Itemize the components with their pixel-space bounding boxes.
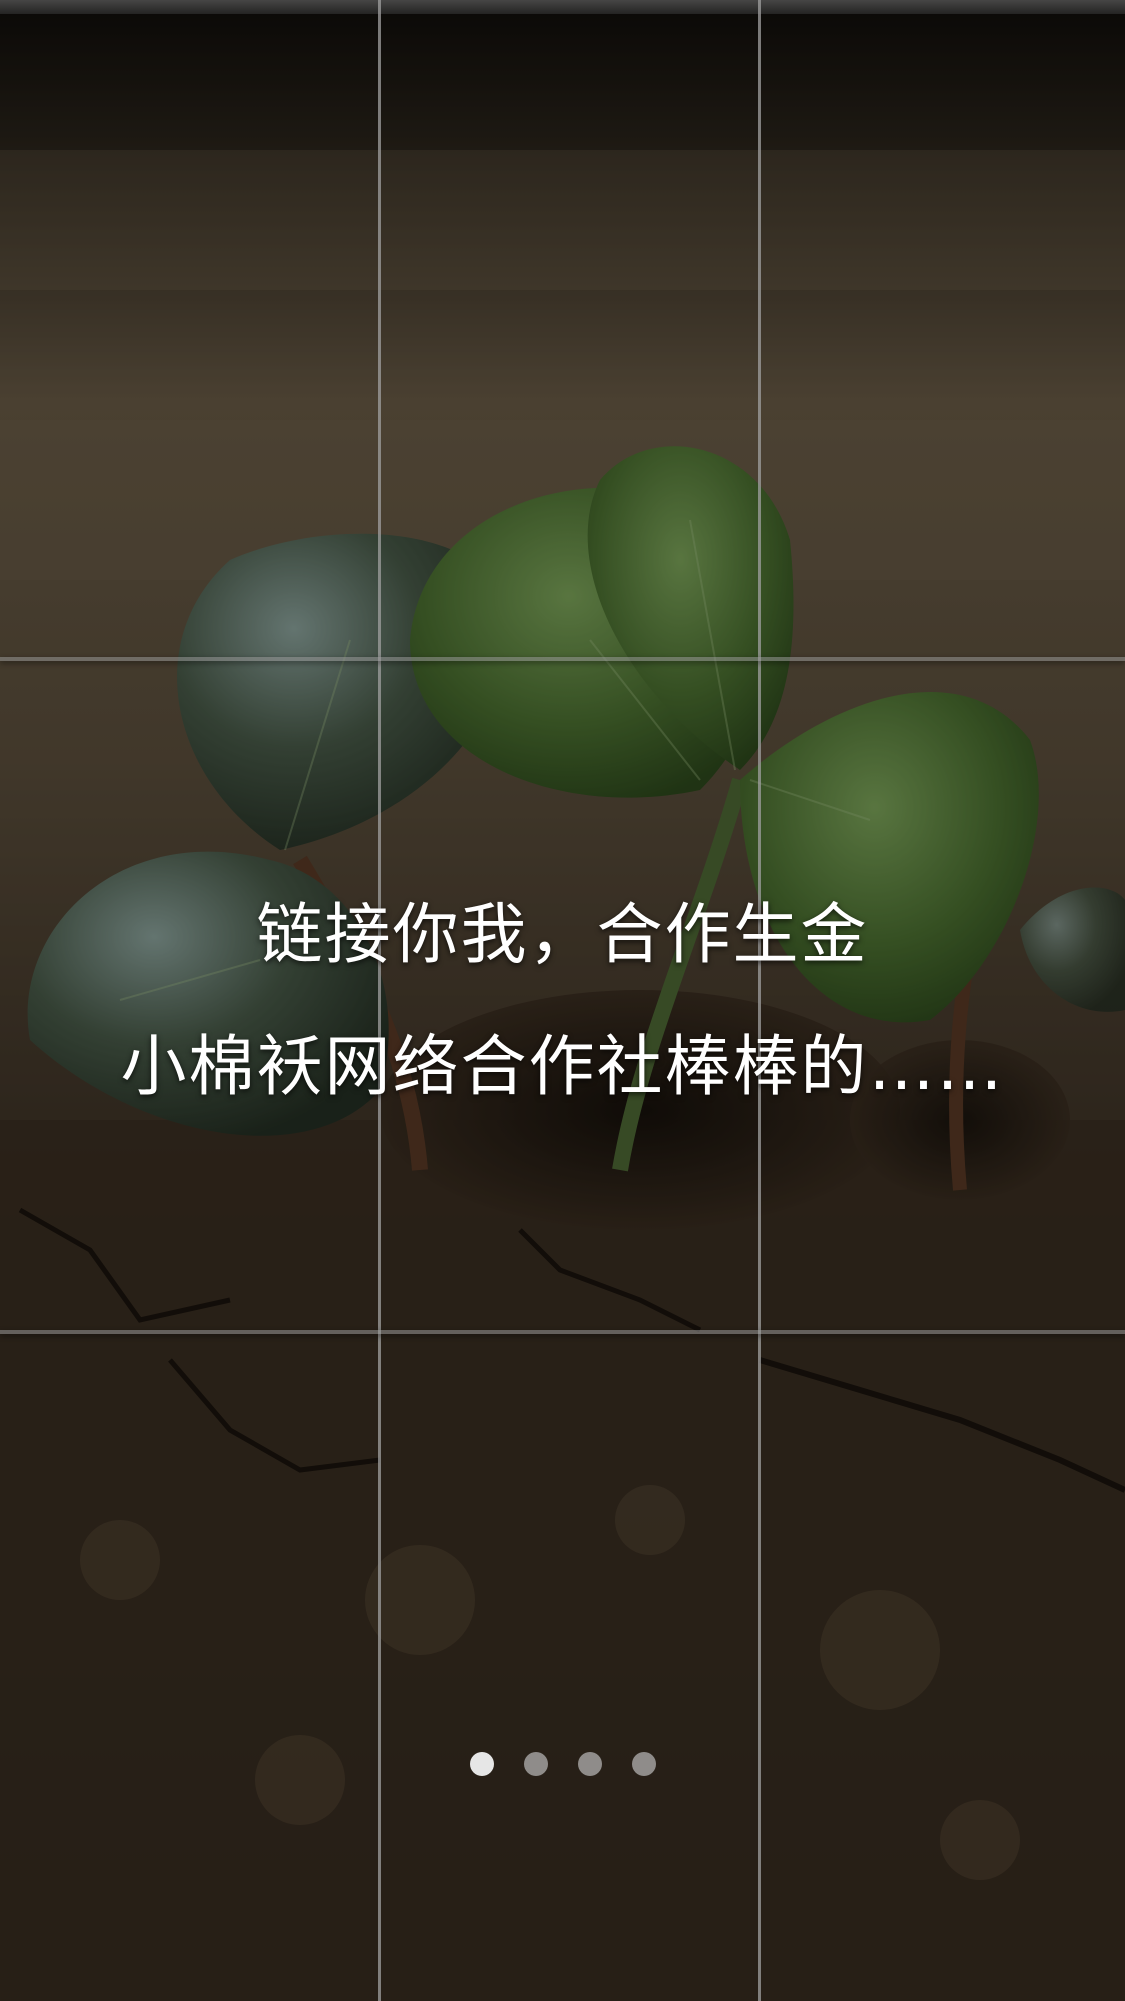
grid-divider-horizontal <box>0 657 1125 661</box>
page-dot-3[interactable] <box>577 1752 602 1776</box>
page-dot-2[interactable] <box>523 1752 548 1776</box>
page-dot-1[interactable] <box>469 1752 494 1776</box>
grid-divider-vertical <box>758 0 761 2001</box>
splash-subheadline: 小棉袄网络合作社棒棒的…… <box>120 1028 1005 1105</box>
page-dot-4[interactable] <box>631 1752 656 1776</box>
grid-divider-vertical <box>378 0 381 2001</box>
page-indicator <box>0 1752 1125 1776</box>
splash-headline: 链接你我，合作生金 <box>256 896 869 973</box>
grid-divider-horizontal <box>0 1330 1125 1334</box>
grid-top-edge <box>0 0 1125 14</box>
